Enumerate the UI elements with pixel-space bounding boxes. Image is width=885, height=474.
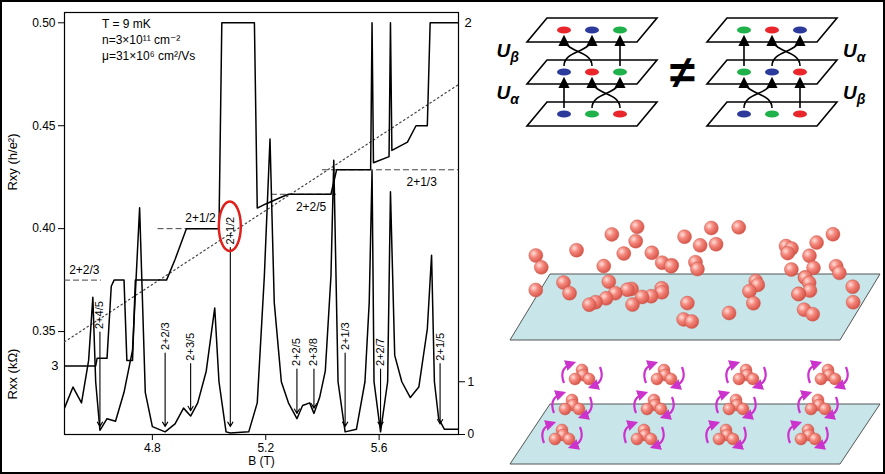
svg-text:0: 0	[468, 427, 475, 441]
svg-text:4.8: 4.8	[144, 441, 161, 455]
svg-text:2+1/3: 2+1/3	[339, 322, 351, 350]
svg-text:n=3×10¹¹ cm⁻²: n=3×10¹¹ cm⁻²	[102, 33, 180, 47]
svg-text:5.6: 5.6	[371, 441, 388, 455]
svg-text:2+1/3: 2+1/3	[406, 175, 437, 189]
svg-text:2+1/2: 2+1/2	[224, 217, 236, 245]
svg-text:Rxx (kΩ): Rxx (kΩ)	[5, 349, 20, 400]
svg-text:0.50: 0.50	[32, 16, 56, 30]
svg-text:2+2/5: 2+2/5	[290, 338, 302, 366]
svg-text:Uβ: Uβ	[843, 82, 866, 107]
svg-text:1: 1	[468, 375, 475, 389]
svg-text:5.2: 5.2	[257, 441, 275, 455]
svg-text:2+2/3: 2+2/3	[69, 263, 100, 277]
svg-text:3: 3	[51, 358, 58, 373]
svg-text:Rxy (h/e²): Rxy (h/e²)	[5, 133, 20, 190]
svg-text:T = 9 mK: T = 9 mK	[102, 17, 151, 31]
svg-text:2+3/5: 2+3/5	[184, 333, 196, 361]
svg-text:2+4/5: 2+4/5	[93, 301, 105, 329]
svg-text:2+1/5: 2+1/5	[434, 333, 446, 361]
svg-text:0.45: 0.45	[32, 119, 56, 133]
svg-text:Uα: Uα	[843, 40, 867, 65]
svg-text:2+2/7: 2+2/7	[374, 338, 386, 366]
svg-text:B (T): B (T)	[248, 454, 275, 468]
svg-text:0.40: 0.40	[32, 221, 56, 235]
svg-text:Uβ: Uβ	[497, 40, 520, 65]
svg-text:2+1/2: 2+1/2	[185, 211, 216, 225]
svg-text:μ=31×10⁶ cm²/Vs: μ=31×10⁶ cm²/Vs	[102, 49, 195, 63]
svg-text:Uα: Uα	[497, 82, 521, 107]
svg-text:≠: ≠	[669, 46, 694, 98]
svg-text:2: 2	[465, 15, 472, 30]
svg-text:2+2/3: 2+2/3	[159, 322, 171, 350]
svg-text:0.35: 0.35	[32, 324, 56, 338]
svg-text:2+2/5: 2+2/5	[296, 200, 327, 214]
svg-text:2+3/8: 2+3/8	[307, 338, 319, 366]
